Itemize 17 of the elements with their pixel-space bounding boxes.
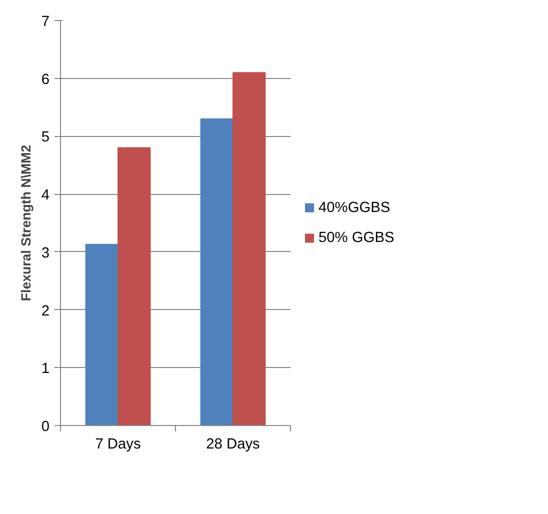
y-tick-label: 4 xyxy=(41,188,50,204)
y-tick-label: 2 xyxy=(41,303,50,320)
bar xyxy=(85,244,118,426)
y-tick-label: 0 xyxy=(41,419,50,435)
x-tick-label: 28 Days xyxy=(206,436,260,452)
y-tick-label: 1 xyxy=(41,361,50,378)
legend-label: 40%GGBS xyxy=(318,200,390,216)
y-axis-title: Flexural Strength N\MM2 xyxy=(18,144,34,302)
bar xyxy=(118,147,151,426)
y-tick-label: 7 xyxy=(41,14,50,30)
bar xyxy=(200,118,234,426)
y-tick-label: 5 xyxy=(41,130,50,146)
legend-label: 50% GGBS xyxy=(318,230,394,246)
y-tick-label: 6 xyxy=(41,72,50,88)
x-tick-label: 7 Days xyxy=(95,436,141,452)
bar xyxy=(232,72,266,426)
y-tick-label: 3 xyxy=(41,245,50,262)
